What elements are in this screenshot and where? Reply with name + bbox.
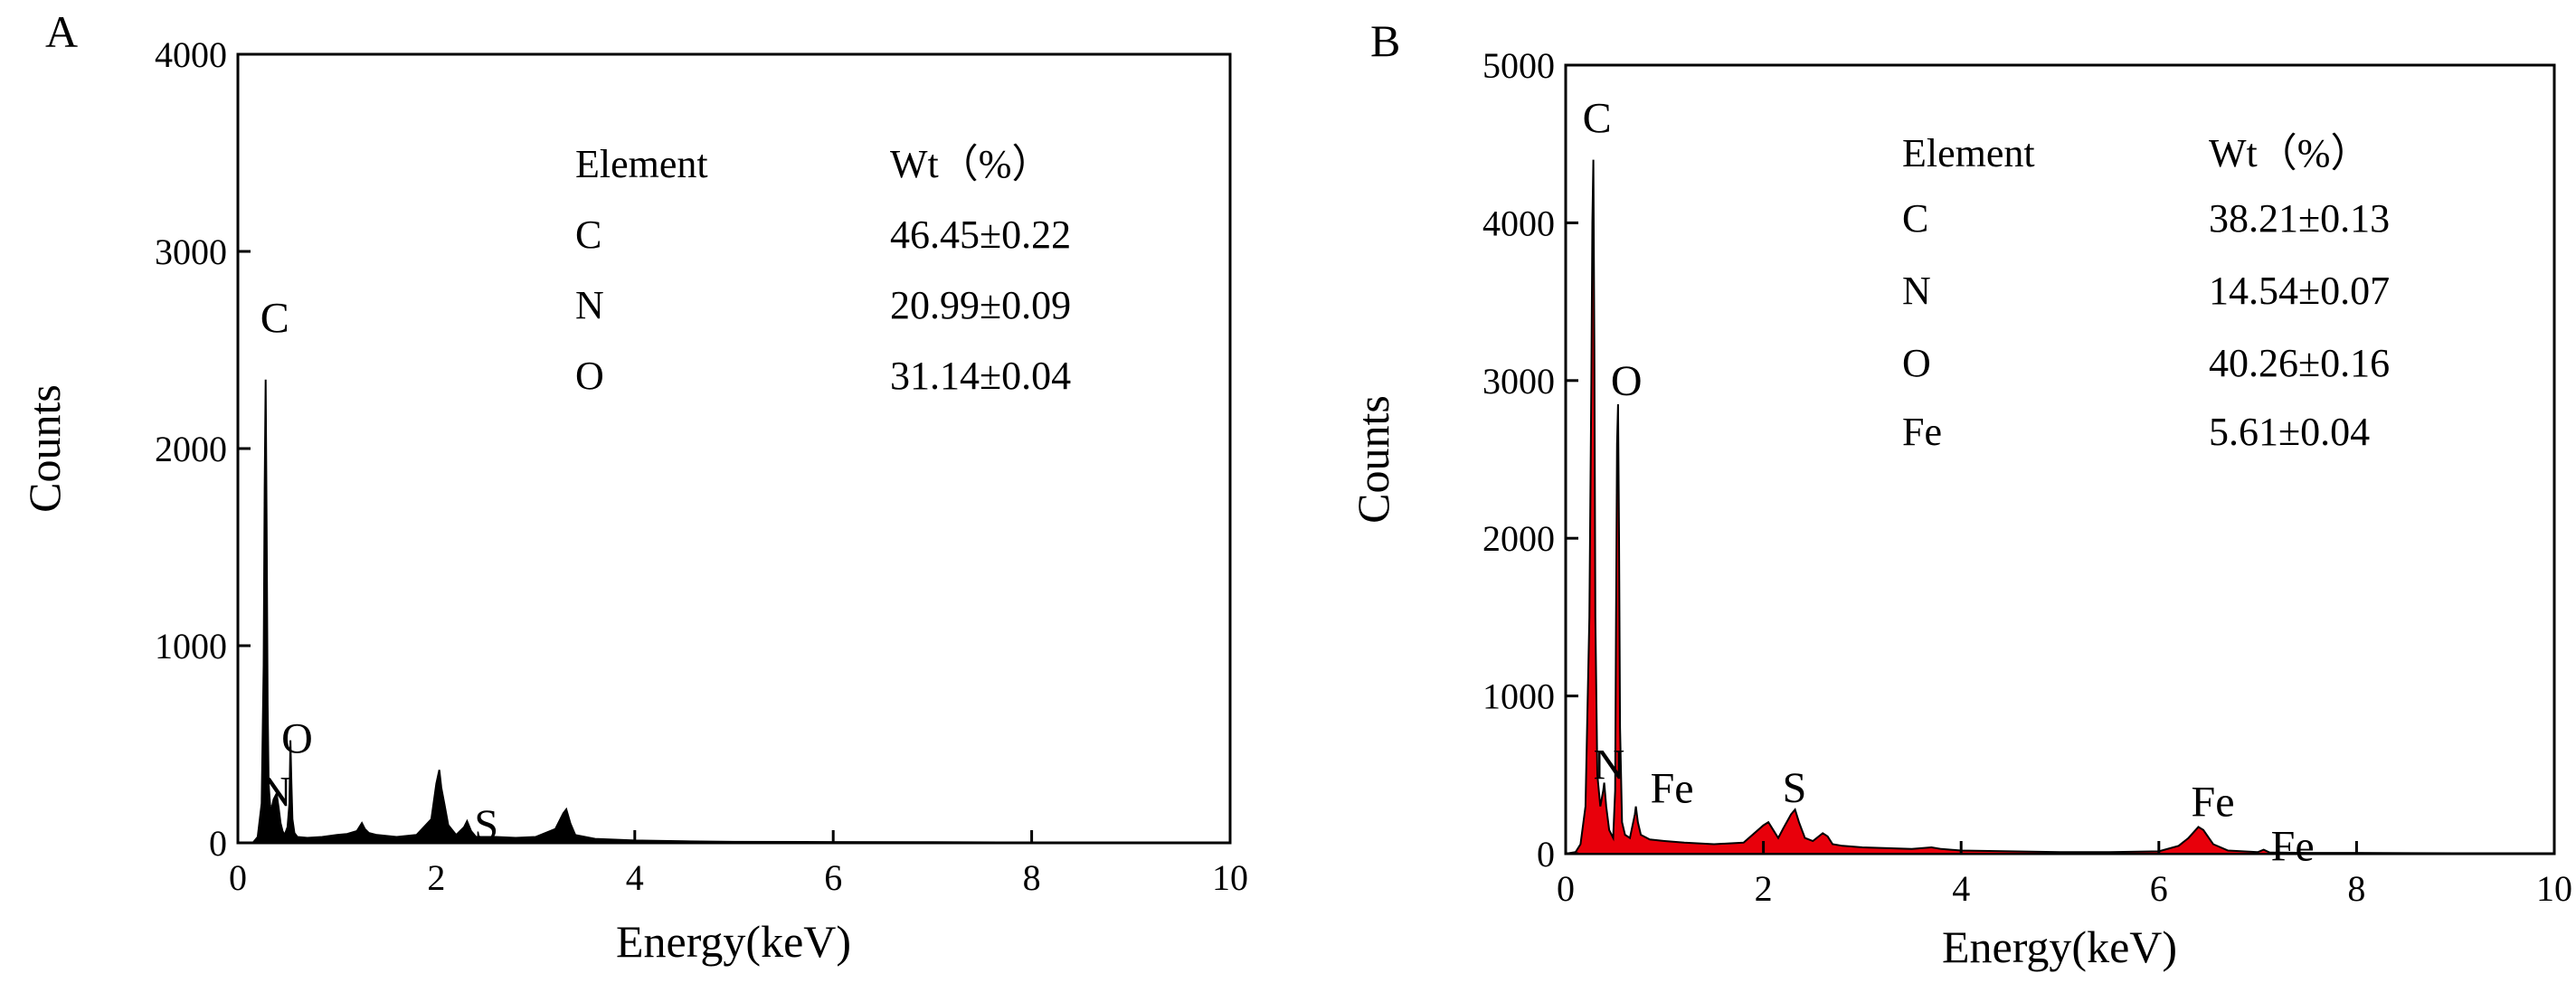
panel-a-letter: A xyxy=(45,6,78,57)
panel-b-peak-label: S xyxy=(1783,764,1807,812)
panel-a-x-tick-label: 6 xyxy=(824,857,842,898)
panel-b-x-tick-label: 4 xyxy=(1952,868,1970,909)
panel-b-spectrum-area xyxy=(1565,159,2555,855)
panel-a-peak-label: N xyxy=(260,769,292,817)
panel-b-x-axis-title: Energy(keV) xyxy=(1942,922,2177,972)
panel-a-x-tick-label: 2 xyxy=(427,857,445,898)
panel-a-y-axis-title: Counts xyxy=(19,384,70,513)
panel-b-peak-label: Fe xyxy=(2192,778,2235,826)
panel-b-table-row-element: O xyxy=(1902,341,1931,385)
panel-a-peak-label: C xyxy=(260,295,289,343)
panel-b-plot-frame xyxy=(1564,63,2556,855)
panel-a-y-tick-label: 2000 xyxy=(155,429,227,469)
panel-b-y-tick-label: 0 xyxy=(1537,834,1555,874)
panel-b-x-tick-label: 0 xyxy=(1557,868,1575,909)
panel-a-x-tick-label: 8 xyxy=(1023,857,1041,898)
panel-a-y-tick-label: 1000 xyxy=(155,626,227,666)
panel-a-table-header-element: Element xyxy=(575,142,708,186)
panel-a-y-tick-label: 0 xyxy=(209,823,227,864)
panel-a-table-row-element: N xyxy=(575,283,604,327)
panel-a-x-tick-label: 10 xyxy=(1212,857,1248,898)
panel-a-ticks: 0 2 4 6 8 10 0 1000 2000 3000 4000 xyxy=(155,34,1248,898)
panel-a-peak-labels: C ON S xyxy=(260,295,498,849)
panel-a-table-header-wt: Wt（%） xyxy=(890,142,1051,186)
panel-b-x-tick-label: 6 xyxy=(2150,868,2168,909)
panel-a-table-row-wt: 46.45±0.22 xyxy=(890,213,1071,257)
panel-a-x-axis-title: Energy(keV) xyxy=(616,916,851,967)
panel-b-x-tick-label: 10 xyxy=(2536,868,2572,909)
panel-b-table-header-element: Element xyxy=(1902,131,2035,175)
panel-b-table-row-wt: 5.61±0.04 xyxy=(2209,410,2370,454)
panel-a-y-tick-label: 3000 xyxy=(155,232,227,272)
panel-b-x-tick-label: 8 xyxy=(2347,868,2365,909)
panel-a-plot-frame xyxy=(236,52,1232,845)
panel-b-peak-label: C xyxy=(1583,95,1612,143)
panel-b-table-row-element: Fe xyxy=(1902,410,1942,454)
panel-b-table-header-wt: Wt（%） xyxy=(2209,131,2370,175)
panel-a-table-row-element: O xyxy=(575,354,604,398)
panel-a-table-row-element: C xyxy=(575,213,601,257)
panel-a-table-row-wt: 20.99±0.09 xyxy=(890,283,1071,327)
panel-b-ticks: 0 2 4 6 8 10 0 1000 2000 3000 4000 5000 xyxy=(1482,45,2572,909)
panel-a-spectrum-area xyxy=(238,379,1231,844)
panel-b-y-axis-title: Counts xyxy=(1348,395,1398,524)
panel-a-x-tick-label: 0 xyxy=(229,857,247,898)
panel-a-peak-label: O xyxy=(281,715,313,763)
panel-b-y-tick-label: 4000 xyxy=(1482,203,1555,243)
panel-b-table-row-wt: 14.54±0.07 xyxy=(2209,269,2390,313)
panel-b-table-row-wt: 40.26±0.16 xyxy=(2209,341,2390,385)
panel-b-y-tick-label: 3000 xyxy=(1482,361,1555,402)
panel-a-peak-label: S xyxy=(474,801,498,849)
panel-a-table-row-wt: 31.14±0.04 xyxy=(890,354,1071,398)
panel-b-table-row-element: N xyxy=(1902,269,1931,313)
panel-b-peak-label: N xyxy=(1594,742,1625,789)
panel-b-table-row-element: C xyxy=(1902,196,1928,241)
panel-b-letter: B xyxy=(1370,15,1400,66)
panel-b-composition-table: Element Wt（%） C 38.21±0.13 N 14.54±0.07 … xyxy=(1902,131,2390,454)
panel-b-y-tick-label: 2000 xyxy=(1482,518,1555,559)
panel-b-peak-label: Fe xyxy=(1651,765,1694,813)
panel-a-composition-table: Element Wt（%） C 46.45±0.22 N 20.99±0.09 … xyxy=(575,142,1071,398)
panel-b-peak-label: Fe xyxy=(2271,823,2315,871)
panel-b-peak-label: O xyxy=(1611,357,1643,405)
panel-a-x-tick-label: 4 xyxy=(626,857,644,898)
panel-b-x-tick-label: 2 xyxy=(1755,868,1773,909)
panel-b-y-tick-label: 1000 xyxy=(1482,676,1555,717)
panel-a-y-tick-label: 4000 xyxy=(155,34,227,75)
panel-b-y-tick-label: 5000 xyxy=(1482,45,1555,86)
panel-b-table-row-wt: 38.21±0.13 xyxy=(2209,196,2390,241)
